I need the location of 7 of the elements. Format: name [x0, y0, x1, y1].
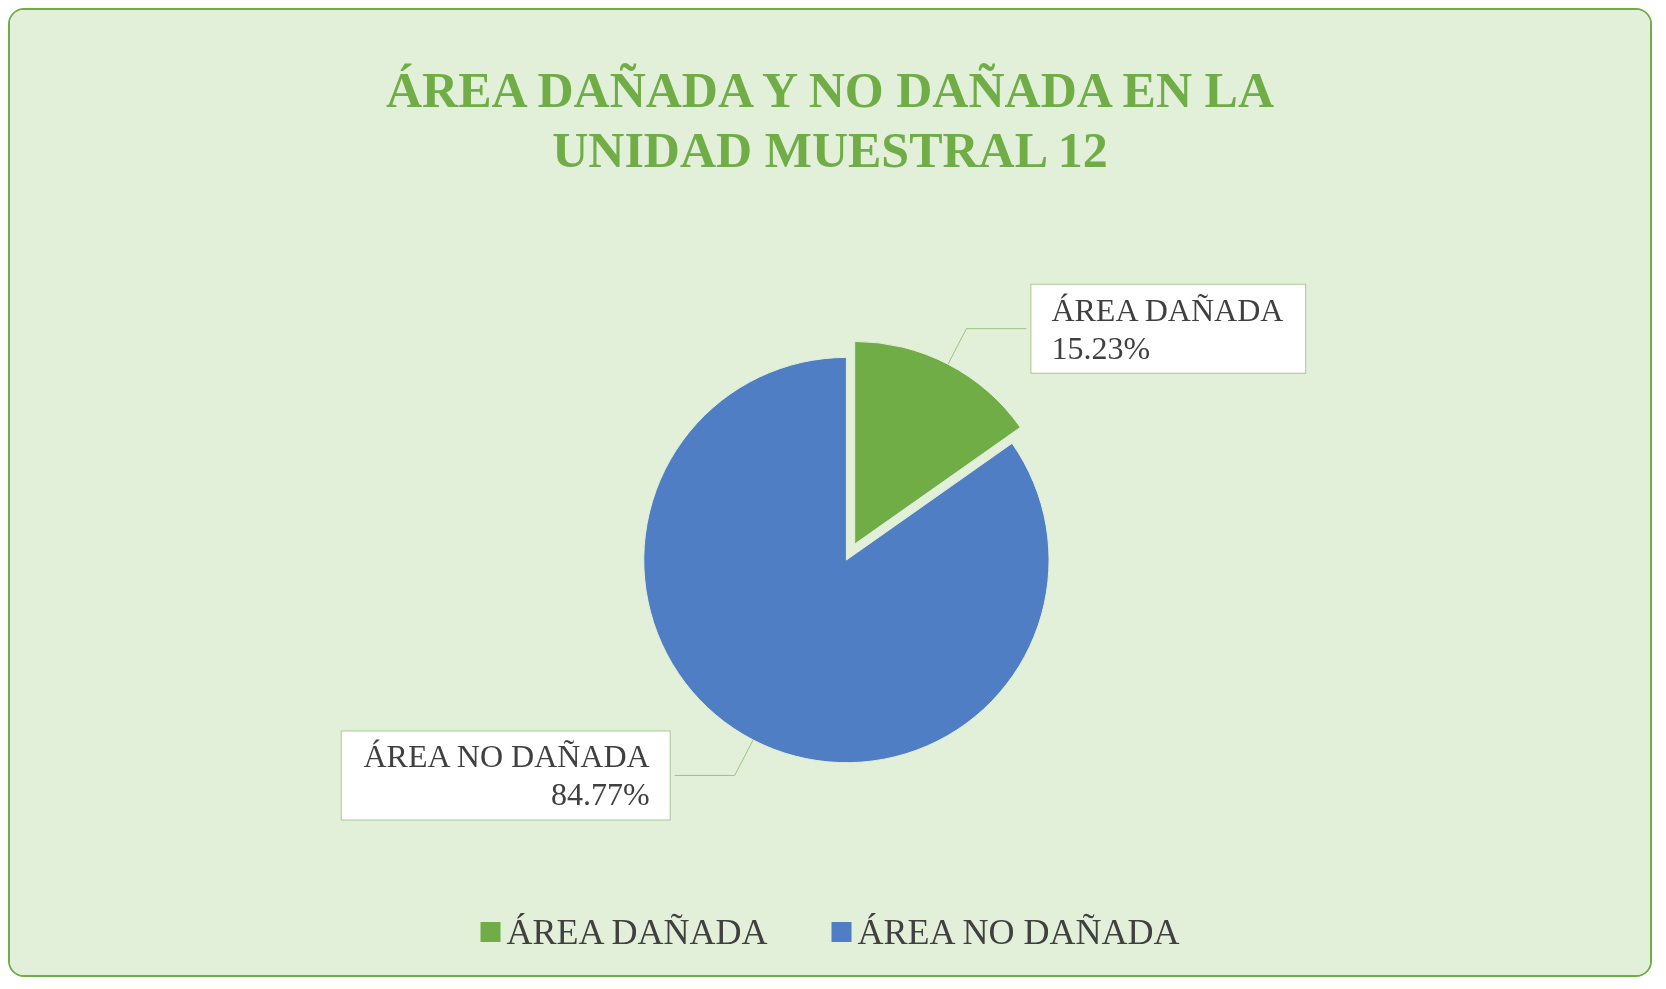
legend-label: ÁREA NO DAÑADA — [857, 912, 1180, 952]
data-label: 15.23% — [1051, 329, 1151, 366]
legend-label: ÁREA DAÑADA — [506, 912, 768, 952]
chart-title: ÁREA DAÑADA Y NO DAÑADA EN LA UNIDAD MUESTRAL 12 — [385, 62, 1275, 178]
data-label: 84.77% — [551, 776, 650, 813]
slice-label: ÁREA NO DAÑADA — [363, 738, 650, 775]
slice-label: ÁREA DAÑADA — [1051, 291, 1284, 328]
